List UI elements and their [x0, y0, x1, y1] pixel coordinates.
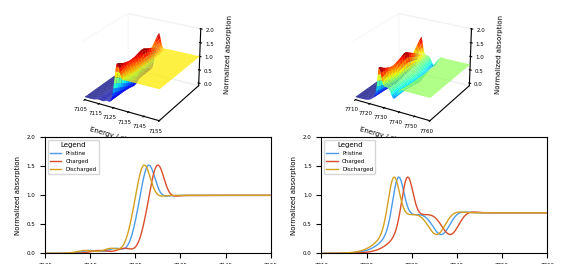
X-axis label: Energy / eV: Energy / eV	[89, 127, 129, 143]
Discharged	[526, 211, 532, 214]
Discharged	[55, 252, 62, 255]
Line: Discharged: Discharged	[45, 165, 271, 253]
Discharged	[257, 194, 264, 197]
Pristine	[395, 176, 402, 179]
Pristine	[332, 252, 338, 255]
Discharged	[249, 194, 256, 197]
Discharged	[42, 252, 49, 255]
Discharged	[83, 249, 90, 252]
Pristine	[526, 211, 532, 214]
Line: Charged: Charged	[321, 177, 547, 253]
Line: Charged: Charged	[45, 165, 271, 253]
Charged	[318, 252, 325, 255]
Pristine	[51, 252, 58, 255]
Pristine	[249, 194, 256, 197]
Discharged	[544, 211, 550, 214]
Discharged	[332, 252, 338, 255]
Discharged	[378, 231, 385, 234]
Charged	[360, 251, 367, 254]
Charged	[526, 211, 532, 214]
Charged	[267, 194, 274, 197]
Charged	[51, 252, 58, 255]
Pristine	[267, 194, 274, 197]
Charged	[404, 176, 411, 179]
Pristine	[146, 164, 153, 167]
Charged	[544, 211, 550, 214]
Pristine	[102, 249, 109, 252]
Charged	[102, 249, 109, 252]
Discharged	[327, 252, 334, 255]
Charged	[327, 252, 334, 255]
Charged	[378, 246, 385, 249]
Discharged	[534, 211, 540, 214]
Pristine	[55, 252, 62, 255]
Y-axis label: Normalized absorption: Normalized absorption	[15, 156, 21, 235]
Pristine	[42, 252, 49, 255]
Pristine	[544, 211, 550, 214]
Pristine	[327, 252, 334, 255]
Charged	[332, 252, 338, 255]
Charged	[42, 252, 49, 255]
Charged	[55, 252, 62, 255]
Pristine	[378, 239, 385, 242]
Charged	[154, 164, 161, 167]
Line: Pristine: Pristine	[45, 165, 271, 253]
Discharged	[267, 194, 274, 197]
Charged	[249, 194, 256, 197]
Pristine	[360, 250, 367, 253]
Charged	[534, 211, 540, 214]
Line: Discharged: Discharged	[321, 177, 547, 253]
Discharged	[318, 252, 325, 255]
Discharged	[391, 176, 398, 179]
Line: Pristine: Pristine	[321, 177, 547, 253]
Charged	[257, 194, 264, 197]
X-axis label: Energy / eV: Energy / eV	[359, 127, 400, 143]
Discharged	[142, 164, 148, 167]
Pristine	[257, 194, 264, 197]
Charged	[83, 251, 90, 254]
Discharged	[102, 248, 109, 251]
Pristine	[318, 252, 325, 255]
Discharged	[51, 252, 58, 255]
Pristine	[83, 249, 90, 252]
Legend: Pristine, Charged, Discharged: Pristine, Charged, Discharged	[48, 140, 99, 174]
Pristine	[534, 211, 540, 214]
Discharged	[360, 248, 367, 252]
Y-axis label: Normalized absorption: Normalized absorption	[292, 156, 297, 235]
Legend: Pristine, Charged, Discharged: Pristine, Charged, Discharged	[324, 140, 376, 174]
